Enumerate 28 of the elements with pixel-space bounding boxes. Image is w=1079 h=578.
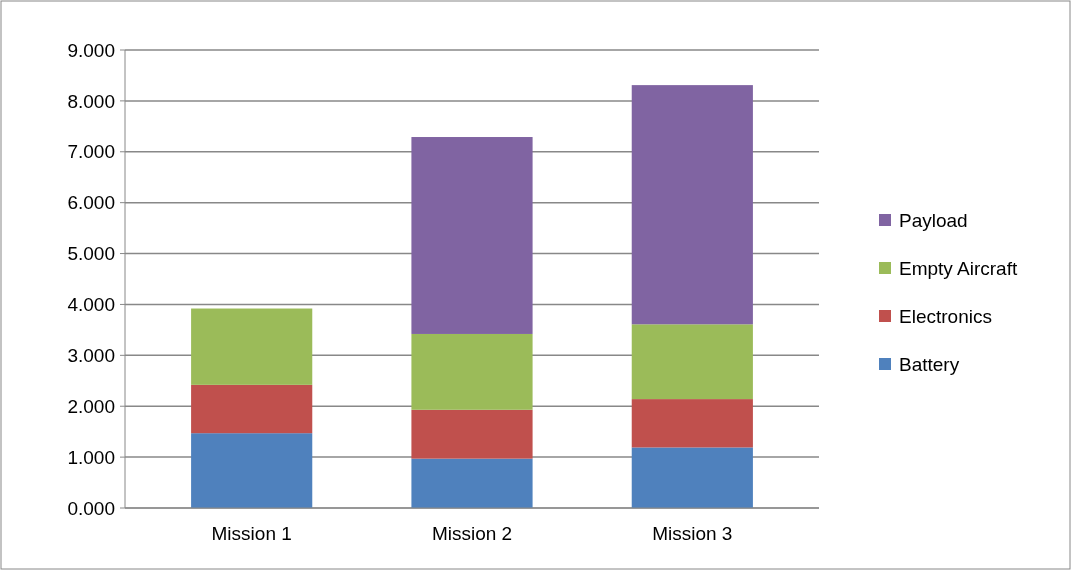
y-tick-label: 2.000 [67, 395, 115, 417]
bar [631, 85, 753, 325]
y-tick-label: 0.000 [67, 497, 115, 519]
bar [411, 458, 533, 508]
bar [631, 399, 753, 448]
y-tick-label: 6.000 [67, 192, 115, 214]
bar [191, 308, 313, 385]
y-tick-label: 3.000 [67, 344, 115, 366]
x-tick-label: Mission 1 [211, 523, 292, 544]
legend-label: Battery [899, 353, 960, 375]
x-tick-label: Mission 3 [652, 523, 733, 544]
y-tick-label: 1.000 [67, 446, 115, 468]
bar [411, 137, 533, 334]
bar [191, 384, 313, 434]
y-tick-label: 9.000 [67, 39, 115, 61]
y-tick-label: 4.000 [67, 294, 115, 316]
bar [411, 409, 533, 459]
x-tick-label: Mission 2 [431, 523, 513, 544]
y-tick-label: 7.000 [67, 141, 115, 163]
y-tick-label: 8.000 [67, 90, 115, 112]
legend-label: Empty Aircraft [899, 257, 1018, 279]
bar [411, 333, 533, 410]
legend-label: Electronics [899, 305, 992, 327]
legend-label: Payload [899, 209, 968, 231]
bar [191, 433, 313, 508]
bar [631, 324, 753, 400]
bar [631, 447, 753, 508]
y-tick-label: 5.000 [67, 243, 115, 265]
